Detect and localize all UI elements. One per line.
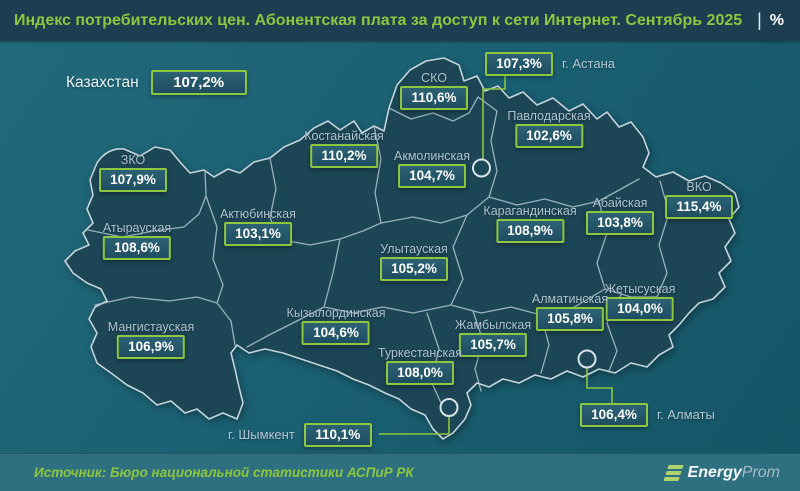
region-name-label: ВКО (686, 180, 712, 194)
region-abayskaya: Абайская 103,8% (586, 196, 654, 235)
title-unit: % (769, 11, 784, 29)
region-name-label: Жамбылская (454, 318, 532, 332)
region-name-label: Кызылординская (286, 306, 386, 320)
country-value-box: 107,2% (150, 70, 247, 96)
country-shape (64, 57, 740, 440)
region-zhambylskaya: Жамбылская 105,7% (455, 318, 531, 357)
region-value-box: 108,6% (102, 236, 171, 260)
city-name-label: г. Астана (562, 56, 615, 72)
city-value-box: 107,3% (485, 52, 553, 76)
region-name-label: Карагандинская (483, 204, 577, 218)
region-vko: ВКО 115,4% (665, 180, 733, 219)
region-name-label: Актюбинская (220, 207, 296, 221)
title-separator: | (757, 10, 762, 30)
region-kostanayskaya: Костанайская 110,2% (304, 129, 384, 168)
shymkent-marker (439, 398, 459, 417)
region-zko: ЗКО 107,9% (99, 153, 167, 192)
city-name-label: г. Шымкент (228, 427, 295, 443)
region-value-box: 106,9% (116, 335, 185, 359)
region-name-label: Костанайская (304, 129, 384, 143)
region-turkestanskaya: Туркестанская 108,0% (378, 346, 462, 385)
shymkent-callout-line (379, 417, 450, 435)
country-name-label: Казахстан (66, 73, 139, 91)
region-akmolinskaya: Акмолинская 104,7% (394, 149, 470, 188)
region-ulytauskaya: Улытауская 105,2% (380, 242, 448, 281)
astana-callout-line (482, 74, 506, 160)
region-name-label: Мангистауская (107, 320, 195, 334)
country-total: Казахстан 107,2% (66, 70, 247, 96)
energyprom-logo-icon (662, 464, 684, 481)
region-name-label: Абайская (592, 196, 648, 210)
region-name-label: Атырауская (102, 221, 172, 235)
region-value-box: 103,8% (586, 211, 654, 235)
region-value-box: 107,9% (99, 168, 167, 192)
energyprom-logo: EnergyProm (662, 463, 780, 482)
region-name-label: Алматинская (531, 292, 609, 306)
region-value-box: 115,4% (665, 195, 733, 219)
almaty-callout-line (586, 368, 613, 404)
region-value-box: 110,2% (309, 144, 378, 168)
region-value-box: 105,7% (459, 333, 527, 357)
region-almatinskaya: Алматинская 105,8% (532, 292, 608, 331)
region-name-label: СКО (421, 71, 447, 85)
region-karagandinskaya: Карагандинская 108,9% (483, 204, 577, 243)
logo-text-energy: Energy (687, 463, 742, 481)
region-zhetysuskaya: Жетысуская 104,0% (604, 282, 676, 321)
city-value-box: 106,4% (580, 403, 648, 427)
header-bar: Индекс потребительских цен. Абонентская … (0, 0, 800, 41)
region-value-box: 102,6% (514, 124, 583, 148)
region-atyrauskaya: Атырауская 108,6% (103, 221, 171, 260)
region-kyzylordinskaya: Кызылординская 104,6% (286, 306, 386, 345)
city-astana: 107,3% г. Астана (485, 52, 615, 76)
region-value-box: 104,7% (397, 164, 466, 188)
region-value-box: 105,8% (535, 307, 604, 331)
city-shymkent: г. Шымкент 110,1% (228, 423, 372, 447)
region-sko: СКО 110,6% (400, 71, 468, 110)
region-name-label: Жетысуская (604, 282, 676, 296)
city-name-label: г. Алматы (657, 407, 715, 423)
region-value-box: 108,9% (495, 219, 564, 243)
region-value-box: 105,2% (380, 257, 448, 281)
city-almaty: 106,4% г. Алматы (580, 403, 715, 427)
region-name-label: Акмолинская (394, 149, 470, 163)
region-name-label: Туркестанская (378, 346, 462, 360)
logo-text-prom: Prom (741, 463, 780, 481)
astana-marker (472, 158, 491, 178)
region-mangistauskaya: Мангистауская 106,9% (108, 320, 194, 359)
region-value-box: 104,6% (302, 321, 370, 345)
region-value-box: 103,1% (224, 222, 292, 246)
footer-bar: Источник: Бюро национальной статистики А… (0, 453, 800, 491)
region-name-label: Павлодарская (507, 109, 591, 123)
city-value-box: 110,1% (303, 423, 372, 447)
region-name-label: Улытауская (380, 242, 448, 256)
region-value-box: 104,0% (606, 297, 674, 321)
region-value-box: 110,6% (400, 86, 468, 110)
source-note: Источник: Бюро национальной статистики А… (34, 465, 414, 480)
region-value-box: 108,0% (386, 361, 454, 385)
region-pavlodarskaya: Павлодарская 102,6% (507, 109, 591, 148)
region-name-label: ЗКО (120, 153, 146, 167)
region-aktyubinskaya: Актюбинская 103,1% (220, 207, 296, 246)
almaty-marker (577, 349, 597, 369)
page-title: Индекс потребительских цен. Абонентская … (14, 11, 743, 29)
